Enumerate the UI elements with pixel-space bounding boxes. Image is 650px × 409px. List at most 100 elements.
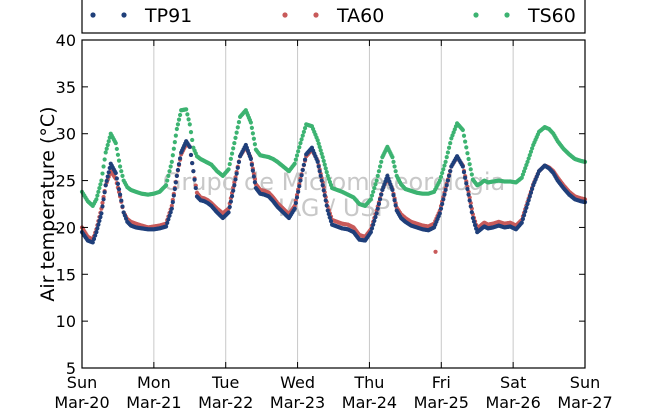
data-point [115,152,121,157]
data-point [165,178,170,183]
data-point [523,209,528,214]
data-point [235,125,240,130]
data-point [101,197,106,202]
data-point [301,129,306,134]
watermark-line-1: Grupo de Micrometeorologia [163,168,505,196]
y-tick-label: 20 [56,218,76,237]
data-points [79,107,588,254]
data-point [465,186,470,192]
data-point [390,155,395,160]
data-point [461,170,467,175]
data-point [440,201,445,207]
data-point [299,137,304,142]
data-point [467,198,472,203]
data-point [519,220,524,225]
data-point-outlier [433,249,438,254]
data-point [527,194,532,199]
data-point [186,117,191,122]
data-point [229,151,235,156]
data-point [117,192,123,197]
x-tick-label-date: Mar-26 [485,393,540,409]
data-point [97,185,102,191]
data-point [440,170,445,176]
y-tick-label: 15 [56,265,76,284]
data-point [464,145,469,150]
data-point [188,130,194,135]
data-point [103,150,108,155]
data-point [185,112,190,117]
data-point [324,203,329,208]
data-point [117,164,123,169]
data-point [97,218,102,223]
data-point [444,155,449,160]
x-tick-label-day: Wed [280,373,315,392]
data-point [116,158,122,163]
data-point [315,159,320,164]
legend-label: TA60 [336,5,384,27]
data-point [105,174,110,179]
data-point [116,187,122,192]
data-point [167,169,172,174]
data-point [322,193,327,198]
data-point [251,136,256,141]
data-point [172,186,177,192]
data-point [228,156,233,161]
watermark: Grupo de Micrometeorologia IAG / USP [163,168,505,222]
data-point [98,215,103,220]
data-point [441,197,446,202]
legend-marker [313,12,319,18]
data-point [115,181,121,186]
data-point [294,195,300,200]
data-point [371,222,376,227]
data-point [171,146,176,151]
data-point [469,210,474,215]
data-point [252,142,257,147]
data-point [231,146,236,151]
data-point [297,184,302,189]
data-point [251,174,256,179]
data-point [300,167,305,173]
data-point [316,164,321,169]
data-point [469,172,474,177]
data-point [375,173,380,178]
data-point [525,159,530,164]
data-point [173,133,178,138]
data-point [114,146,119,152]
data-point [444,183,449,188]
data-point [233,135,238,140]
data-point [317,144,322,150]
data-point [368,230,373,235]
data-point [190,137,195,143]
data-point [171,193,176,198]
data-point [175,122,181,127]
data-point [252,180,257,185]
data-point [373,182,378,187]
data-point [102,190,107,195]
data-point [249,162,254,167]
data-point [466,192,471,197]
x-tick-label-date: Mar-22 [198,393,253,409]
data-point [446,173,452,178]
data-point [393,203,398,208]
data-point [248,156,253,162]
data-point [175,167,181,173]
data-point [177,156,183,161]
data-point [319,151,324,156]
data-point [390,187,395,193]
data-point [294,153,300,158]
data-point [372,218,377,223]
data-point [302,125,308,131]
data-point [524,162,529,168]
data-point [463,139,468,144]
legend-marker [90,12,96,18]
data-point [377,164,383,169]
data-point [525,201,530,207]
data-point [174,173,179,178]
data-point [324,170,329,175]
tick-labels: SunMar-20MonMar-21TueMar-22WedMar-23ThuM… [54,31,612,409]
data-point [530,186,535,192]
data-point [460,127,465,133]
data-point [169,206,174,211]
data-point [94,197,99,202]
data-point [169,159,174,164]
